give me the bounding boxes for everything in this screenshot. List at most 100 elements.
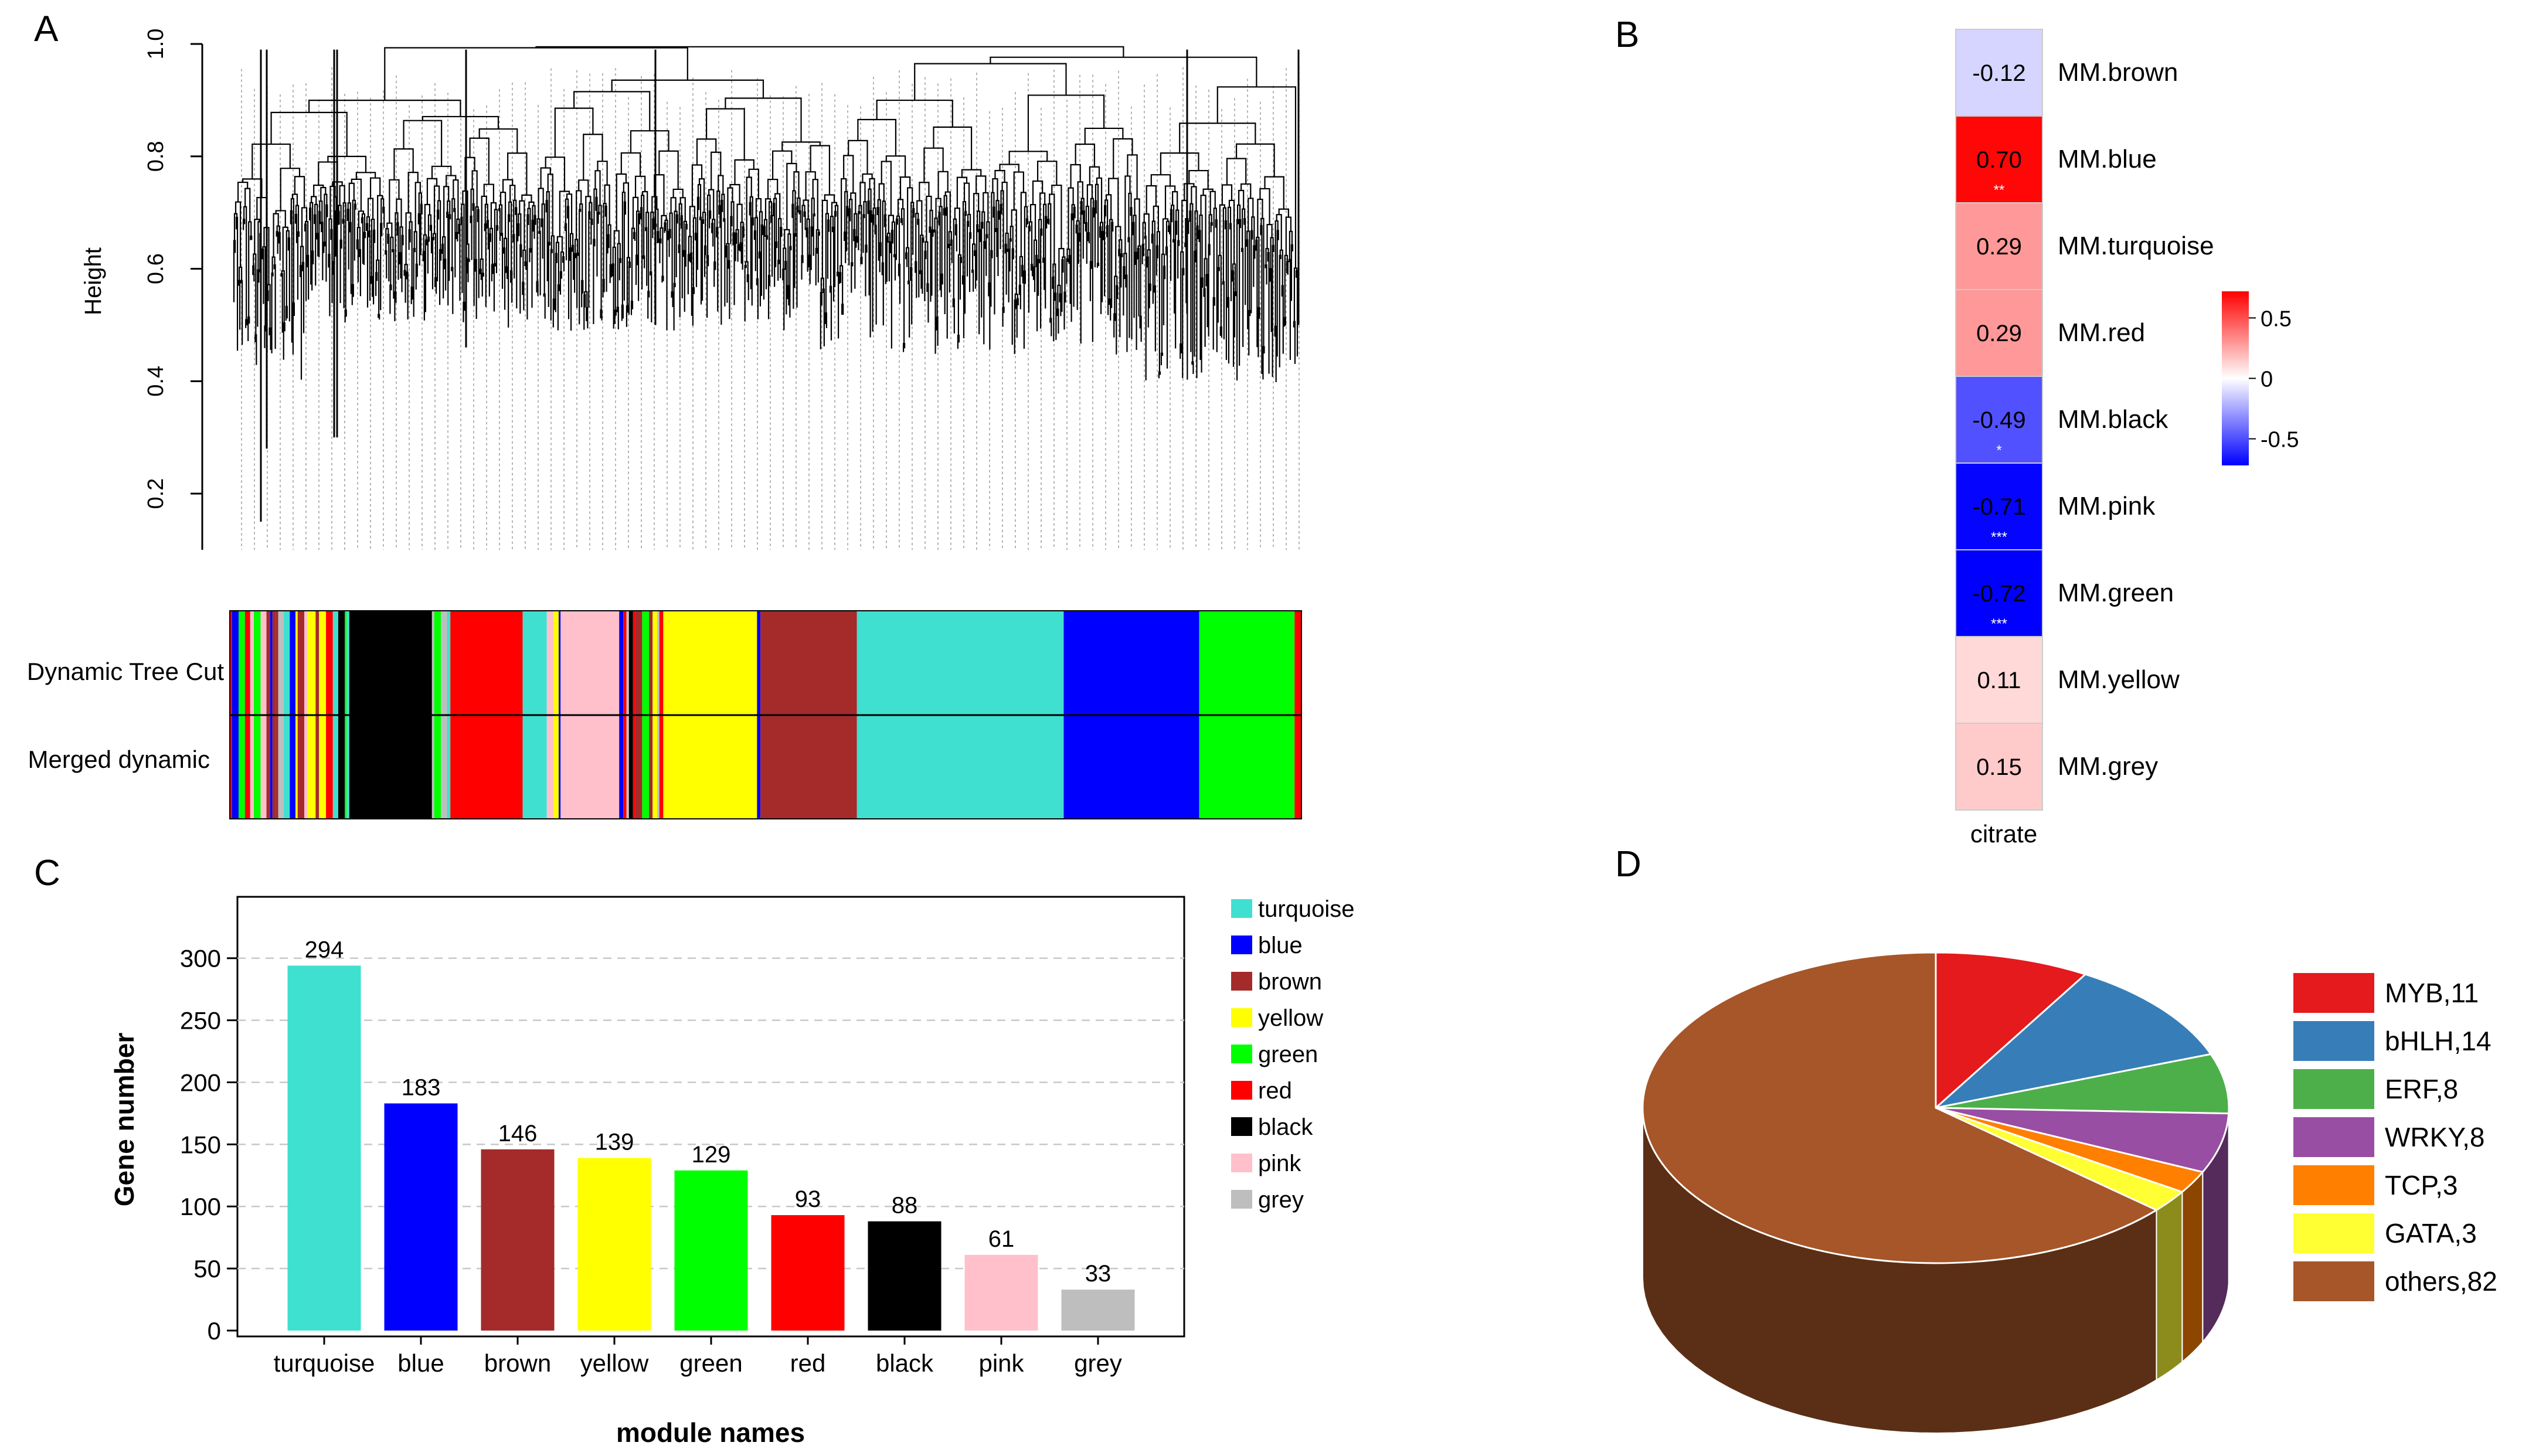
a-ytick-label: 1.0 [144, 29, 168, 60]
b-heatmap-cells: -0.12 MM.brown 0.70 ** MM.blue 0.29 MM.turquoi… [1955, 29, 2214, 811]
c-xtick-label: black [876, 1349, 934, 1377]
c-legend-swatch-red [1231, 1081, 1252, 1100]
a-row-label-merged: Merged dynamic [28, 746, 210, 773]
b-cell-value: 0.15 [1976, 754, 2022, 780]
a-outlier-leaves [260, 49, 1300, 522]
panel-c: 0 50 100 150 200 250 300 294 turquoise 183 blue 14… [109, 896, 1355, 1448]
a-guide-lines [241, 67, 1300, 550]
b-cell-value: -0.72 [1972, 581, 2025, 607]
c-ytick-label: 150 [180, 1131, 221, 1158]
d-pie-slice [1932, 973, 2212, 1110]
c-legend-label: black [1258, 1114, 1313, 1140]
b-cell [1955, 462, 2043, 550]
b-cell-significance: ** [1994, 182, 2005, 198]
b-cell [1955, 549, 2043, 637]
b-cell [1955, 29, 2043, 117]
c-legend: turquoise blue brown yellow green red black pin… [1231, 896, 1355, 1213]
d-legend-label: WRKY,8 [2385, 1122, 2484, 1152]
c-xtick-label: pink [978, 1349, 1024, 1377]
b-cell [1955, 723, 2043, 811]
c-xtick-label: blue [397, 1349, 444, 1377]
c-bar-turquoise [287, 965, 361, 1331]
c-xtick-label: yellow [580, 1349, 649, 1377]
c-xtick-label: red [790, 1349, 826, 1377]
panel-label-d: D [1615, 844, 1641, 885]
c-legend-label: yellow [1258, 1005, 1323, 1031]
d-pie [1641, 951, 2230, 1434]
c-legend-swatch-blue [1231, 935, 1252, 954]
c-legend-label: turquoise [1258, 896, 1355, 922]
d-legend-swatch [2293, 1213, 2374, 1253]
b-cell-significance: * [1996, 443, 2001, 458]
d-legend: MYB,11 bHLH,14 ERF,8 WRKY,8 TCP,3 GATA,3 other… [2293, 973, 2497, 1301]
b-row-label: MM.pink [2058, 492, 2156, 521]
b-row-label: MM.brown [2058, 58, 2178, 87]
d-legend-swatch [2293, 973, 2374, 1013]
a-dendrogram-branches [233, 46, 1299, 382]
c-legend-label: red [1258, 1078, 1292, 1104]
b-row-label: MM.turquoise [2058, 232, 2214, 260]
b-cell-value: 0.29 [1976, 234, 2022, 260]
c-legend-label: grey [1258, 1187, 1304, 1213]
b-colorbar-tick-label: 0 [2261, 368, 2273, 392]
c-bar-grey [1061, 1290, 1135, 1331]
c-bar-value-label: 61 [988, 1226, 1015, 1252]
b-cell-value: 0.29 [1976, 321, 2022, 346]
c-bar-blue [384, 1103, 458, 1331]
c-legend-label: pink [1258, 1151, 1301, 1176]
d-pie-slice [1935, 951, 2088, 1110]
b-cell-significance: *** [1991, 529, 2007, 545]
c-bar-green [674, 1170, 748, 1331]
panel-label-a: A [34, 9, 59, 49]
c-xlabel: module names [616, 1417, 805, 1448]
b-row-label: MM.blue [2058, 145, 2157, 174]
c-bar-value-label: 183 [402, 1074, 441, 1100]
panel-d: MYB,11 bHLH,14 ERF,8 WRKY,8 TCP,3 GATA,3 other… [1641, 951, 2497, 1434]
b-cell [1955, 115, 2043, 203]
c-ylabel: Gene number [109, 1033, 140, 1207]
b-colorbar-ticks: 0.5 0 -0.5 [2249, 307, 2299, 453]
c-xtick-label: grey [1074, 1349, 1122, 1377]
c-legend-label: blue [1258, 933, 1303, 958]
c-legend-swatch-grey [1231, 1190, 1252, 1209]
d-pie-slice [1935, 1053, 2230, 1115]
c-bar-value-label: 146 [498, 1121, 538, 1147]
c-legend-swatch-brown [1231, 972, 1252, 991]
b-cell-value: 0.11 [1977, 668, 2021, 693]
d-legend-label: TCP,3 [2385, 1170, 2458, 1200]
d-legend-label: GATA,3 [2385, 1218, 2477, 1249]
c-bar-value-label: 139 [595, 1130, 634, 1155]
a-ytick-label: 0.2 [144, 478, 168, 509]
a-yaxis-ticks: 0.2 0.4 0.6 0.8 1.0 [144, 29, 202, 509]
panel-b: -0.12 MM.brown 0.70 ** MM.blue 0.29 MM.turquoi… [1955, 29, 2299, 848]
c-ytick-label: 100 [180, 1193, 221, 1220]
b-cell-significance: *** [1991, 616, 2007, 632]
b-colorbar-tick-label: -0.5 [2261, 428, 2299, 453]
a-row-label-dynamic: Dynamic Tree Cut [27, 658, 224, 685]
c-bars: 294 turquoise 183 blue 146 brown 139 yellow 129 g… [274, 937, 1135, 1377]
c-ytick-label: 0 [208, 1317, 221, 1345]
d-pie-side [2156, 1190, 2183, 1382]
b-row-label: MM.yellow [2058, 665, 2180, 694]
panel-a: Height 0.20.40.60.81.0 Dynamic Tree Cut … [27, 29, 1302, 819]
d-legend-label: others,82 [2385, 1266, 2497, 1297]
c-bar-pink [964, 1254, 1038, 1331]
c-xtick-label: turquoise [274, 1349, 375, 1377]
b-row-label: MM.red [2058, 318, 2145, 347]
d-legend-swatch [2293, 1165, 2374, 1205]
c-xtick-label: green [679, 1349, 742, 1377]
c-bar-yellow [577, 1158, 651, 1331]
b-cell-value: -0.49 [1972, 407, 2025, 433]
c-bar-red [771, 1215, 845, 1331]
d-legend-label: MYB,11 [2385, 978, 2479, 1008]
c-ytick-label: 200 [180, 1069, 221, 1096]
a-ytick-label: 0.8 [144, 141, 168, 172]
b-cell-value: -0.12 [1972, 60, 2025, 86]
c-bar-black [868, 1221, 941, 1331]
b-row-label: MM.green [2058, 579, 2174, 607]
b-row-label: MM.grey [2058, 752, 2158, 781]
d-legend-swatch [2293, 1261, 2374, 1301]
b-xlabel: citrate [1970, 820, 2037, 848]
c-bar-value-label: 129 [692, 1142, 731, 1168]
panel-label-b: B [1615, 15, 1639, 55]
